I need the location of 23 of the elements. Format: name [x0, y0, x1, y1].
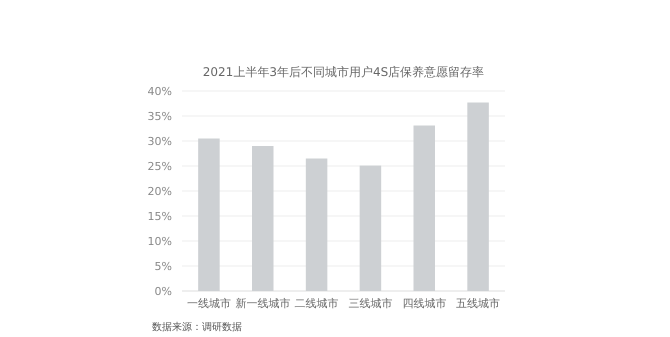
x-tick-label: 一线城市 [186, 297, 231, 310]
x-tick-label: 四线城市 [402, 297, 446, 310]
y-tick-label: 10% [148, 235, 172, 248]
x-tick-label: 二线城市 [294, 297, 339, 310]
y-tick-label: 40% [148, 85, 172, 98]
y-tick-label: 5% [154, 260, 172, 273]
x-tick-label: 三线城市 [348, 297, 392, 310]
y-tick-label: 25% [148, 160, 172, 173]
bar [306, 158, 328, 291]
y-tick-label: 15% [148, 210, 172, 223]
y-tick-label: 30% [148, 135, 172, 148]
x-tick-label: 新一线城市 [235, 297, 290, 310]
bar [198, 138, 220, 291]
y-tick-label: 20% [148, 185, 172, 198]
bar [252, 146, 274, 291]
bar [467, 102, 489, 291]
bar [413, 126, 436, 291]
bar [360, 166, 382, 291]
y-tick-label: 0% [154, 285, 172, 298]
y-tick-label: 35% [148, 110, 172, 123]
chart-title: 2021上半年3年后不同城市用户4S店保养意愿留存率 [202, 65, 484, 79]
x-tick-label: 五线城市 [456, 297, 500, 310]
source-note: 数据来源：调研数据 [152, 321, 242, 333]
